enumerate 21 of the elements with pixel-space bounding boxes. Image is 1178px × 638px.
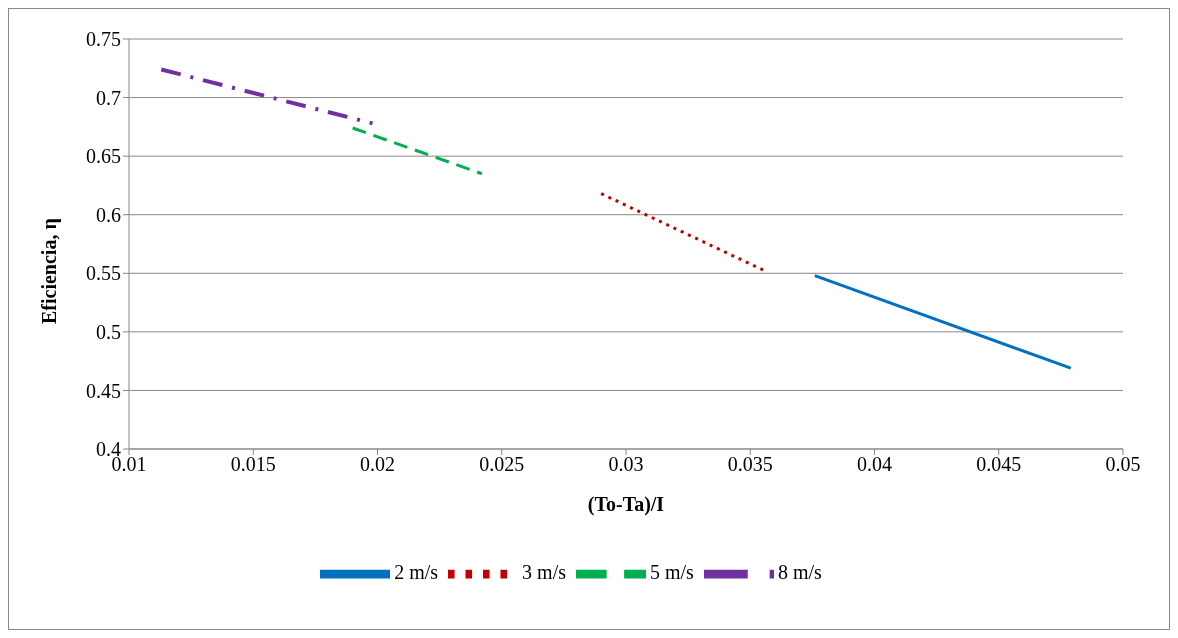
y-tick-label: 0.5 [96, 320, 121, 343]
y-tick-label: 0.75 [86, 28, 121, 51]
x-tick-label: 0.025 [479, 453, 525, 476]
y-axis-title: Eficiencia, η [38, 218, 62, 324]
x-tick-label: 0.035 [727, 453, 773, 476]
x-axis-title: (To-Ta)/I [587, 493, 665, 516]
y-tick-label: 0.6 [96, 203, 121, 226]
x-tick-label: 0.015 [230, 453, 276, 476]
y-tick-label: 0.65 [86, 145, 121, 168]
x-tick-label: 0.045 [976, 453, 1022, 476]
legend-label: 2 m/s [394, 560, 439, 583]
x-tick-label: 0.04 [857, 453, 892, 476]
y-tick-label: 0.7 [96, 86, 121, 109]
y-tick-label: 0.55 [86, 262, 121, 285]
x-tick-label: 0.02 [360, 453, 395, 476]
legend-label: 8 m/s [777, 560, 822, 583]
x-tick-label: 0.05 [1105, 453, 1141, 476]
legend-label: 3 m/s [522, 560, 566, 583]
y-tick-label: 0.45 [86, 379, 121, 402]
x-tick-label: 0.03 [608, 453, 644, 476]
legend-label: 5 m/s [650, 560, 694, 583]
